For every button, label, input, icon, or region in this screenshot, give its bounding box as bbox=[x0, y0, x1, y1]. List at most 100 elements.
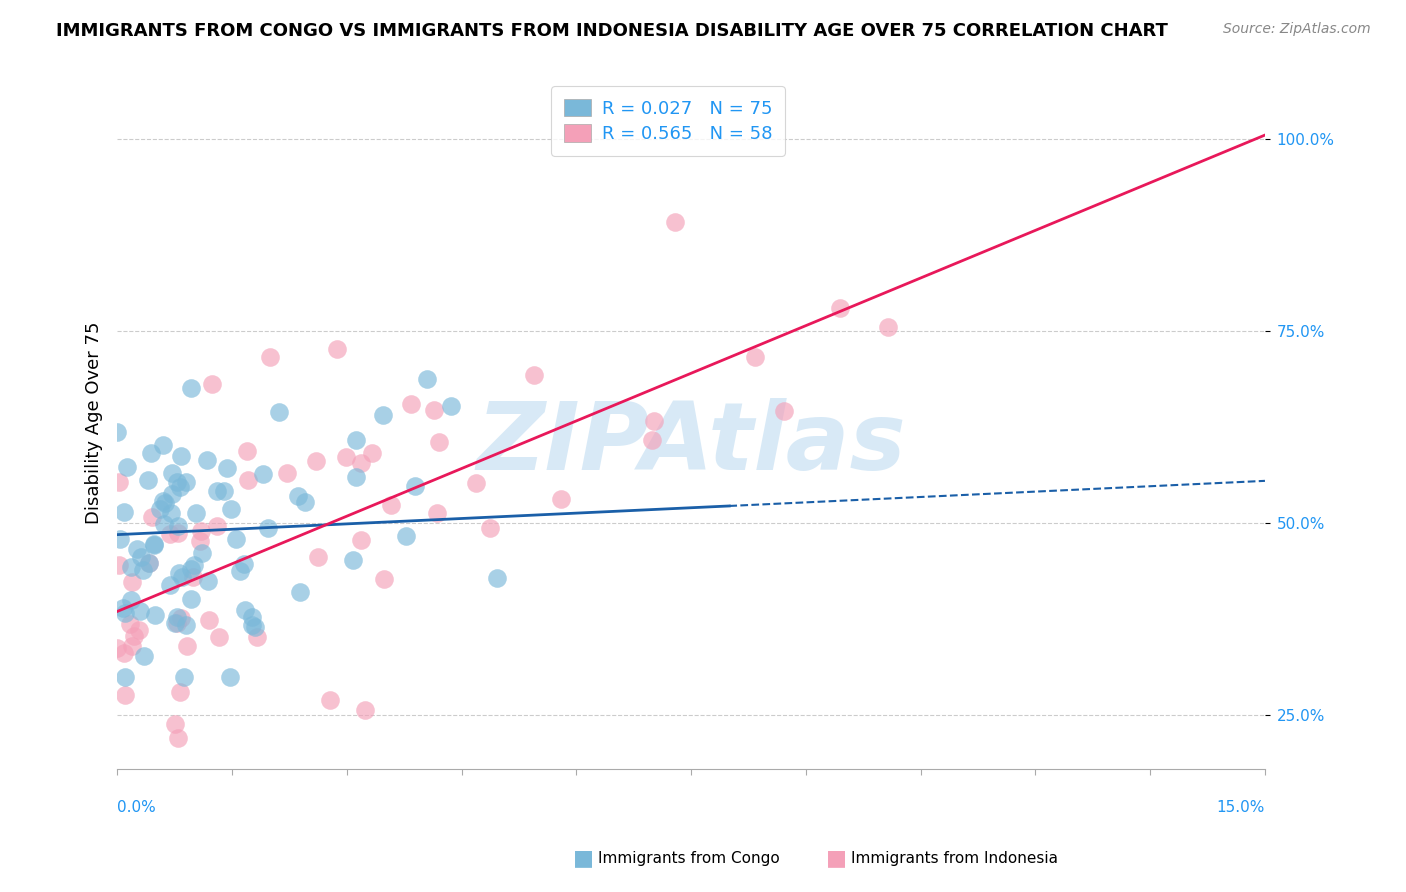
Point bbox=[120, 616, 142, 631]
Point bbox=[162, 486, 184, 500]
Point bbox=[245, 619, 267, 633]
Point bbox=[141, 509, 163, 524]
Point bbox=[138, 557, 160, 571]
Point bbox=[160, 467, 183, 481]
Point bbox=[294, 494, 316, 508]
Point bbox=[166, 610, 188, 624]
Point bbox=[235, 443, 257, 458]
Point bbox=[232, 557, 254, 571]
Point bbox=[478, 521, 501, 535]
Point bbox=[190, 524, 212, 538]
Point bbox=[149, 502, 172, 516]
Point bbox=[256, 521, 278, 535]
Point bbox=[401, 397, 423, 411]
Point bbox=[335, 450, 357, 464]
Point bbox=[112, 646, 135, 660]
Point bbox=[240, 610, 263, 624]
Point bbox=[465, 475, 488, 490]
Point bbox=[523, 368, 546, 382]
Point bbox=[170, 570, 193, 584]
Point bbox=[643, 414, 665, 428]
Point bbox=[201, 376, 224, 391]
Point bbox=[114, 670, 136, 684]
Point bbox=[167, 518, 190, 533]
Point bbox=[664, 215, 686, 229]
Point bbox=[319, 692, 342, 706]
Text: Immigrants from Congo: Immigrants from Congo bbox=[598, 851, 779, 865]
Point bbox=[259, 350, 281, 364]
Point bbox=[287, 489, 309, 503]
Text: Source: ZipAtlas.com: Source: ZipAtlas.com bbox=[1223, 22, 1371, 37]
Point bbox=[197, 613, 219, 627]
Point bbox=[190, 546, 212, 560]
Point bbox=[186, 506, 208, 520]
Y-axis label: Disability Age Over 75: Disability Age Over 75 bbox=[86, 322, 103, 524]
Point bbox=[166, 475, 188, 490]
Point bbox=[207, 484, 229, 499]
Point bbox=[120, 593, 142, 607]
Point bbox=[404, 478, 426, 492]
Point bbox=[485, 571, 508, 585]
Point bbox=[139, 446, 162, 460]
Point bbox=[125, 542, 148, 557]
Point bbox=[142, 538, 165, 552]
Point bbox=[121, 575, 143, 590]
Point bbox=[114, 688, 136, 702]
Point bbox=[166, 616, 188, 631]
Text: IMMIGRANTS FROM CONGO VS IMMIGRANTS FROM INDONESIA DISABILITY AGE OVER 75 CORREL: IMMIGRANTS FROM CONGO VS IMMIGRANTS FROM… bbox=[56, 22, 1168, 40]
Point bbox=[114, 606, 136, 620]
Text: ZIPAtlas: ZIPAtlas bbox=[477, 398, 905, 490]
Point bbox=[153, 496, 176, 510]
Text: ■: ■ bbox=[827, 848, 846, 868]
Point bbox=[305, 453, 328, 467]
Point bbox=[166, 731, 188, 746]
Point bbox=[225, 532, 247, 546]
Point bbox=[115, 460, 138, 475]
Point bbox=[773, 404, 796, 418]
Point bbox=[269, 405, 291, 419]
Point bbox=[112, 505, 135, 519]
Point bbox=[415, 372, 437, 386]
Point bbox=[238, 473, 260, 487]
Point bbox=[129, 550, 152, 565]
Point bbox=[128, 623, 150, 637]
Point bbox=[307, 549, 329, 564]
Point bbox=[183, 558, 205, 573]
Legend: R = 0.027   N = 75, R = 0.565   N = 58: R = 0.027 N = 75, R = 0.565 N = 58 bbox=[551, 87, 785, 156]
Point bbox=[142, 537, 165, 551]
Point bbox=[246, 630, 269, 644]
Point bbox=[276, 466, 298, 480]
Point bbox=[167, 566, 190, 580]
Point bbox=[342, 553, 364, 567]
Point bbox=[122, 628, 145, 642]
Point bbox=[174, 475, 197, 490]
Point bbox=[152, 438, 174, 452]
Point bbox=[170, 449, 193, 463]
Point bbox=[877, 320, 900, 334]
Point bbox=[136, 473, 159, 487]
Point bbox=[641, 433, 664, 447]
Point bbox=[439, 399, 461, 413]
Point bbox=[744, 350, 766, 364]
Point bbox=[105, 640, 128, 655]
Point bbox=[169, 610, 191, 624]
Point bbox=[173, 670, 195, 684]
Point bbox=[426, 506, 449, 520]
Point bbox=[219, 670, 242, 684]
Point bbox=[197, 574, 219, 588]
Point bbox=[159, 578, 181, 592]
Point bbox=[167, 525, 190, 540]
Text: ■: ■ bbox=[574, 848, 593, 868]
Point bbox=[395, 529, 418, 543]
Point bbox=[159, 527, 181, 541]
Text: 15.0%: 15.0% bbox=[1216, 799, 1265, 814]
Point bbox=[326, 342, 349, 356]
Point bbox=[427, 434, 450, 449]
Point bbox=[138, 556, 160, 570]
Point bbox=[205, 518, 228, 533]
Point bbox=[373, 572, 395, 586]
Point bbox=[152, 517, 174, 532]
Point bbox=[229, 564, 252, 578]
Point bbox=[361, 446, 384, 460]
Point bbox=[550, 492, 572, 507]
